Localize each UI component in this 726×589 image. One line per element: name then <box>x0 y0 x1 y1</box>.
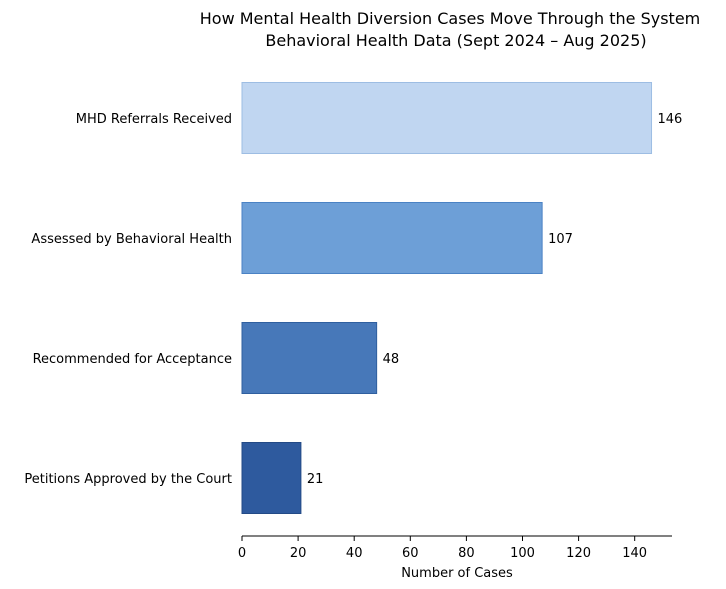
x-tick-label-100: 100 <box>510 546 535 561</box>
category-label-mhd-referrals-received: MHD Referrals Received <box>76 112 232 127</box>
value-label-petitions-approved-by-the-court: 21 <box>307 472 324 487</box>
value-label-assessed-by-behavioral-health: 107 <box>548 232 573 247</box>
bar-assessed-by-behavioral-health <box>241 202 543 274</box>
chart-title: How Mental Health Diversion Cases Move T… <box>200 9 701 28</box>
x-axis-label: Number of Cases <box>401 566 513 581</box>
category-label-assessed-by-behavioral-health: Assessed by Behavioral Health <box>31 232 232 247</box>
bar-recommended-for-acceptance <box>241 322 378 394</box>
value-labels: 146 107 48 21 <box>307 112 682 487</box>
x-tick-label-60: 60 <box>402 546 419 561</box>
bar-mhd-referrals-received <box>241 82 653 154</box>
bar-petitions-approved-by-the-court <box>241 442 302 514</box>
category-label-recommended-for-acceptance: Recommended for Acceptance <box>33 352 232 367</box>
x-tick-label-140: 140 <box>622 546 647 561</box>
value-label-mhd-referrals-received: 146 <box>658 112 683 127</box>
x-tick-label-80: 80 <box>458 546 475 561</box>
value-label-recommended-for-acceptance: 48 <box>383 352 400 367</box>
x-tick-label-20: 20 <box>290 546 307 561</box>
x-axis-ticks: 0 20 40 60 80 100 120 140 <box>238 536 647 561</box>
x-tick-label-40: 40 <box>346 546 363 561</box>
x-tick-label-120: 120 <box>566 546 591 561</box>
category-labels: MHD Referrals Received Assessed by Behavi… <box>24 112 232 487</box>
bars-layer <box>241 82 653 514</box>
chart-subtitle: Behavioral Health Data (Sept 2024 – Aug … <box>265 31 646 50</box>
x-tick-label-0: 0 <box>238 546 246 561</box>
category-label-petitions-approved-by-the-court: Petitions Approved by the Court <box>24 472 232 487</box>
